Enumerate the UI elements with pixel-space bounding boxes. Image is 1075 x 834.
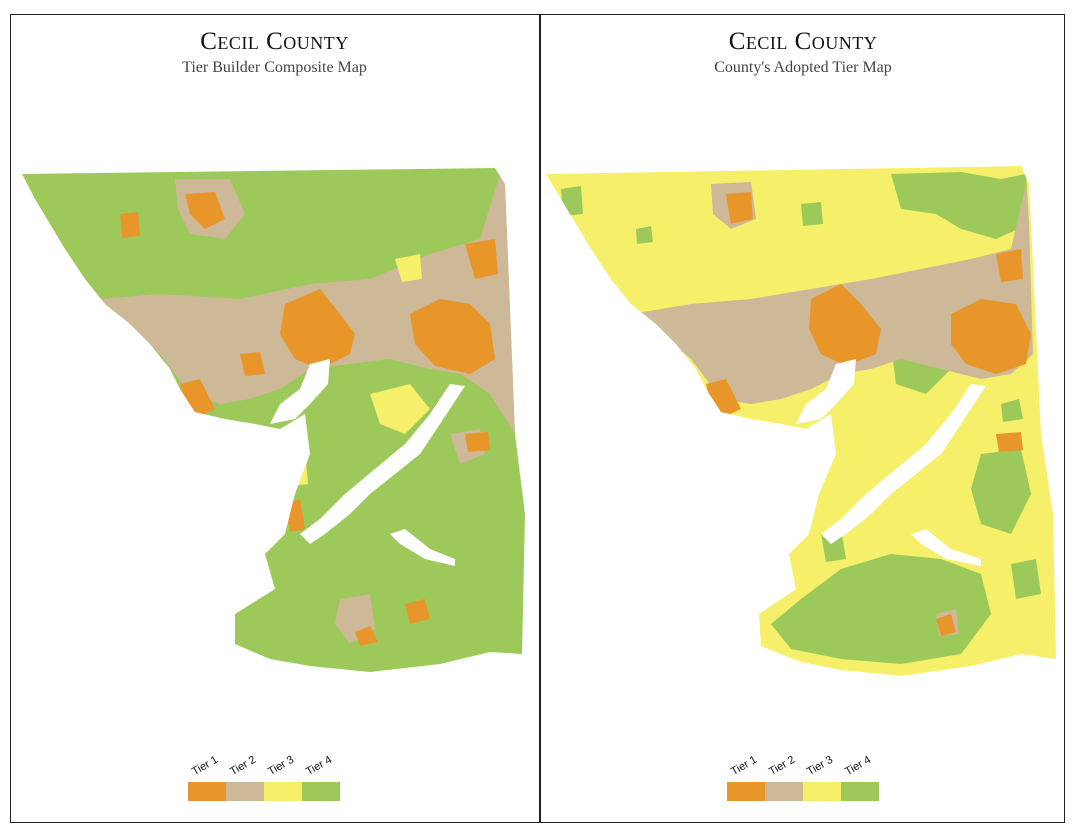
tier4-area bbox=[891, 172, 1029, 239]
tier1-area bbox=[410, 299, 495, 374]
tier3-area bbox=[290, 449, 308, 486]
map-title: Cecil County bbox=[728, 28, 878, 55]
legend-swatch-tier4 bbox=[302, 782, 340, 801]
tier4-area bbox=[801, 202, 823, 226]
legend-swatch-tier2 bbox=[226, 782, 264, 801]
tier1-area bbox=[355, 626, 378, 646]
legend-label-tier1: Tier 1 bbox=[190, 753, 221, 778]
tier4-area bbox=[22, 168, 525, 672]
tier4-area bbox=[771, 554, 991, 664]
river bbox=[300, 384, 465, 544]
tier4-area bbox=[636, 226, 653, 244]
composite-map-panel: Cecil County Tier Builder Composite Map bbox=[10, 14, 539, 823]
tier1-area bbox=[120, 212, 140, 238]
river bbox=[911, 529, 981, 566]
legend-swatch-tier4 bbox=[841, 782, 879, 801]
map-legend: Tier 1 Tier 2 Tier 3 Tier 4 bbox=[727, 744, 879, 801]
tier1-area bbox=[405, 599, 430, 624]
map-subtitle: Tier Builder Composite Map bbox=[182, 59, 367, 76]
river bbox=[390, 529, 455, 566]
legend-label-tier4: Tier 4 bbox=[843, 753, 874, 778]
tier1-area bbox=[936, 614, 956, 636]
figure-frame bbox=[10, 14, 1065, 823]
legend-swatch-tier3 bbox=[264, 782, 302, 801]
tier4-area bbox=[561, 186, 583, 216]
legend-swatch-tier1 bbox=[188, 782, 226, 801]
tier3-area bbox=[395, 254, 422, 282]
adopted-map-panel: Cecil County County's Adopted Tier Map bbox=[541, 14, 1065, 823]
tier1-area bbox=[185, 192, 225, 229]
tier4-area bbox=[971, 449, 1031, 534]
legend-label-tier2: Tier 2 bbox=[228, 753, 259, 778]
river bbox=[821, 384, 986, 544]
legend-swatch-tier3 bbox=[803, 782, 841, 801]
tier4-area bbox=[1011, 559, 1041, 599]
tier1-area bbox=[726, 192, 753, 224]
legend-label-tier4: Tier 4 bbox=[304, 753, 335, 778]
panel-divider bbox=[539, 14, 541, 823]
tier1-area bbox=[996, 249, 1023, 282]
map-subtitle: County's Adopted Tier Map bbox=[714, 59, 892, 76]
adopted-tier-map bbox=[546, 166, 1056, 676]
legend-swatch-tier1 bbox=[727, 782, 765, 801]
river bbox=[796, 359, 856, 424]
river bbox=[270, 359, 330, 424]
legend-swatch-tier2 bbox=[765, 782, 803, 801]
tier4-area bbox=[1001, 399, 1023, 422]
legend-label-tier1: Tier 1 bbox=[729, 753, 760, 778]
legend-label-tier3: Tier 3 bbox=[266, 753, 297, 778]
legend-label-tier3: Tier 3 bbox=[805, 753, 836, 778]
legend-label-tier2: Tier 2 bbox=[767, 753, 798, 778]
map-title: Cecil County bbox=[200, 28, 349, 55]
tier3-area bbox=[370, 384, 430, 434]
tier1-area bbox=[465, 239, 498, 279]
tier1-area bbox=[809, 284, 881, 366]
composite-tier-map bbox=[22, 168, 525, 672]
map-legend: Tier 1 Tier 2 Tier 3 Tier 4 bbox=[188, 744, 340, 801]
tier1-area bbox=[996, 432, 1023, 452]
tier1-area bbox=[280, 289, 355, 369]
tier1-area bbox=[240, 352, 265, 376]
tier1-area bbox=[465, 432, 490, 452]
tier1-area bbox=[951, 299, 1031, 374]
